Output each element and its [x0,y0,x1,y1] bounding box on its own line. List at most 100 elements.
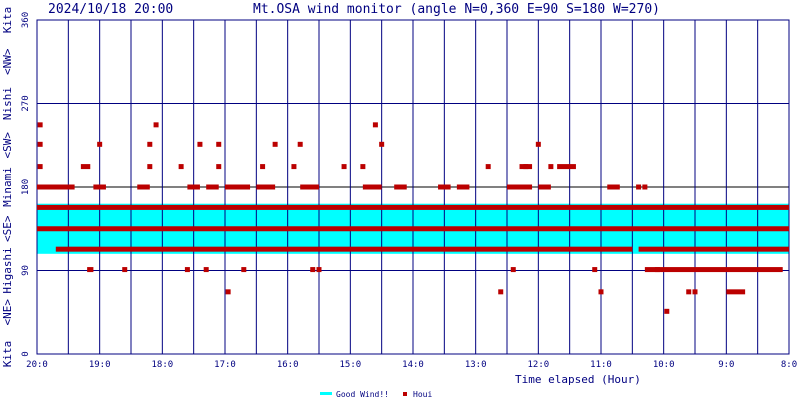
y-tick-label: 360 [21,12,31,28]
houi-segment [80,164,91,170]
houi-point [654,267,660,273]
houi-segment [206,184,219,190]
houi-point [297,141,303,147]
houi-point [37,122,43,128]
houi-point [642,184,648,190]
x-tick-label: 10:0 [653,360,675,370]
chart-title: Mt.OSA wind monitor (angle N=0,360 E=90 … [253,2,660,17]
y-direction-label: <NW> [1,48,14,75]
houi-point [225,289,231,295]
y-direction-label: <SE> [1,215,14,242]
x-tick-label: 13:0 [465,360,487,370]
houi-point [260,164,266,170]
houi-point [686,289,692,295]
houi-point [485,164,491,170]
y-tick-label: 270 [21,95,31,111]
houi-segment [137,184,150,190]
houi-point [241,267,247,273]
houi-point [379,141,385,147]
y-direction-label: Higashi [1,247,14,293]
houi-segment [438,184,451,190]
houi-point [341,164,347,170]
houi-series [37,122,789,314]
legend-good-wind-label: Good Wind!! [336,390,389,399]
houi-point [153,122,159,128]
y-tick-label: 90 [21,265,31,276]
houi-point [37,141,43,147]
houi-segment [37,204,789,210]
houi-segment [37,226,789,232]
houi-point [523,164,529,170]
houi-point [216,164,222,170]
houi-segment [362,184,382,190]
y-tick-label: 180 [21,179,31,195]
houi-point [147,164,153,170]
houi-segment [93,184,106,190]
houi-point [216,141,222,147]
houi-point [372,122,378,128]
legend-houi-label: Houi [413,390,432,399]
houi-segment [607,184,620,190]
houi-point [316,267,322,273]
houi-segment [507,184,533,190]
houi-point [122,267,128,273]
houi-segment [256,184,276,190]
houi-segment [55,246,633,252]
x-tick-label: 11:0 [590,360,612,370]
houi-point [636,184,642,190]
x-tick-label: 18:0 [151,360,173,370]
houi-point [203,267,209,273]
y-direction-label: Kita [1,341,14,368]
houi-point [291,164,297,170]
x-tick-label: 12:0 [527,360,549,370]
y-direction-label: <NE> [1,299,14,326]
houi-point [664,308,670,314]
houi-segment [225,184,251,190]
x-axis-label: Time elapsed (Hour) [515,373,641,386]
houi-segment [638,246,789,252]
x-tick-label: 19:0 [89,360,111,370]
chart-timestamp: 2024/10/18 20:00 [48,2,173,17]
houi-point [97,141,103,147]
houi-point [184,267,190,273]
houi-point [548,164,554,170]
houi-point [598,289,604,295]
houi-segment [394,184,407,190]
y-direction-label: Nishi [1,87,14,120]
y-direction-label: <SW> [1,132,14,159]
houi-segment [300,184,319,190]
legend: Good Wind!! Houi [320,390,432,399]
houi-point [197,141,203,147]
houi-segment [187,184,200,190]
y-tick-label: 0 [21,351,31,356]
houi-segment [456,184,470,190]
houi-segment [37,184,75,190]
houi-segment [87,267,94,273]
x-tick-label: 17:0 [214,360,236,370]
houi-point [535,141,541,147]
houi-point [498,289,504,295]
x-tick-label: 9:0 [718,360,734,370]
x-tick-label: 8:0 [781,360,797,370]
houi-segment [557,164,576,170]
houi-point [510,267,516,273]
houi-point [37,164,43,170]
y-direction-label: Kita [1,7,14,34]
y-direction-label: Minami [1,167,14,207]
houi-segment [644,267,783,273]
houi-segment [726,289,746,295]
legend-houi-swatch [403,392,407,396]
houi-point [178,164,184,170]
houi-point [360,164,366,170]
houi-point [310,267,316,273]
x-tick-label: 16:0 [277,360,299,370]
x-tick-label: 14:0 [402,360,424,370]
legend-good-wind-swatch [320,392,332,395]
houi-point [272,141,278,147]
x-tick-label: 15:0 [339,360,361,370]
houi-point [147,141,153,147]
x-tick-label: 20:0 [26,360,48,370]
houi-segment [538,184,551,190]
